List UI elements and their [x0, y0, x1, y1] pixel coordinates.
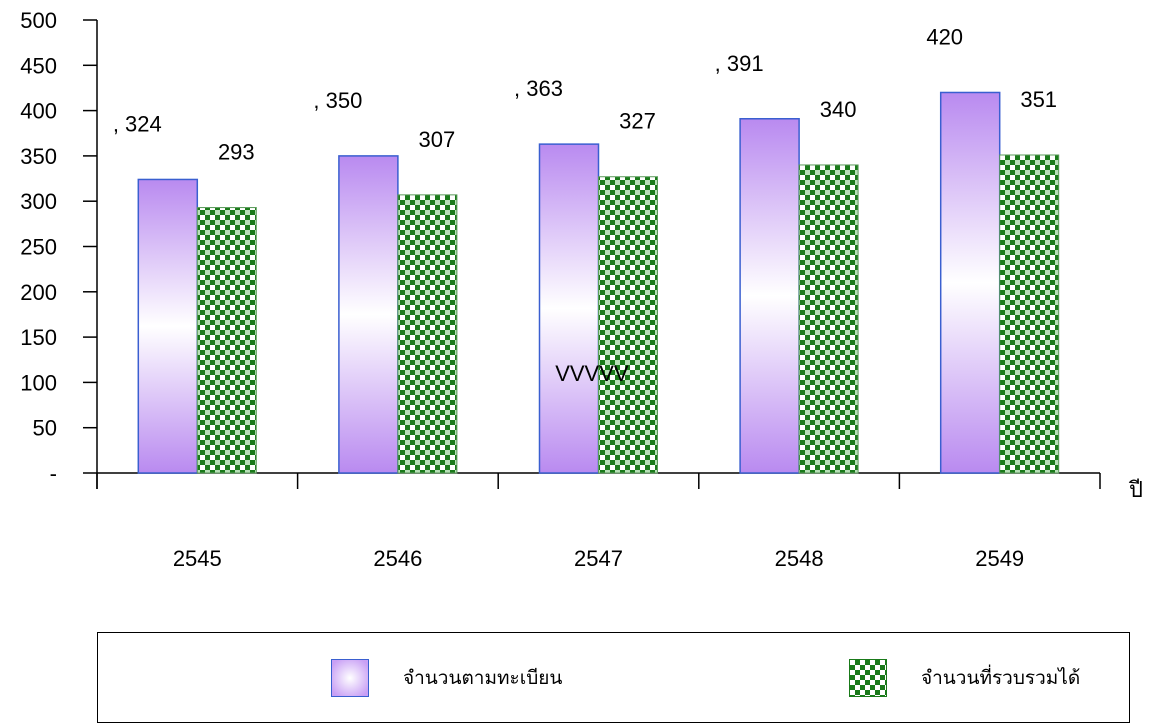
x-tick-label: 2547 [574, 546, 623, 571]
data-label-collected: 293 [218, 140, 255, 165]
bar-registered [939, 91, 1001, 474]
y-tick-label: 300 [20, 189, 57, 214]
bar-collected [397, 194, 458, 474]
data-label-registered: , 363 [514, 76, 563, 101]
data-label-collected: 340 [820, 97, 857, 122]
data-label-registered: , 324 [113, 111, 162, 136]
y-tick-label: 100 [20, 370, 57, 395]
bar-collected [598, 176, 658, 474]
y-tick-label: 350 [20, 144, 57, 169]
data-label-registered: 420 [926, 24, 963, 49]
legend-item-collected: จำนวนที่รวบรวมได้ [849, 659, 1080, 697]
legend-label-registered: จำนวนตามทะเบียน [403, 667, 563, 689]
bar-chart: - 50 100 150 200 250 300 350 400 450 500 2545 2546 25… [20, 8, 1143, 571]
bar-collected [196, 207, 257, 474]
data-label-registered: , 391 [715, 51, 764, 76]
data-label-registered: , 350 [313, 88, 362, 113]
bar-registered [739, 118, 800, 474]
legend: จำนวนตามทะเบียน จำนวนที่รวบรวมได้ [97, 632, 1130, 723]
x-axis-label: ปี [1128, 478, 1143, 503]
annotation-text: VVVVV [555, 361, 629, 386]
legend-swatch-collected [849, 659, 887, 697]
y-tick-label: 200 [20, 280, 57, 305]
y-tick-label: 500 [20, 8, 57, 33]
data-label-collected: 351 [1020, 87, 1057, 112]
data-label-collected: 327 [619, 109, 656, 134]
data-label-collected: 307 [419, 127, 456, 152]
legend-label-collected: จำนวนที่รวบรวมได้ [921, 667, 1081, 689]
x-tick-label: 2548 [775, 546, 824, 571]
bar-registered [538, 143, 600, 474]
bar-registered [137, 178, 199, 474]
bar-collected [798, 164, 859, 474]
bar-registered [338, 155, 399, 474]
y-tick-label: - [50, 461, 57, 486]
bar-collected [999, 154, 1060, 474]
y-tick-label: 450 [20, 53, 57, 78]
legend-item-registered: จำนวนตามทะเบียน [331, 659, 562, 697]
y-tick-label: 150 [20, 325, 57, 350]
y-tick-label: 400 [20, 99, 57, 124]
x-tick-label: 2546 [373, 546, 422, 571]
x-tick-label: 2549 [975, 546, 1024, 571]
y-tick-label: 250 [20, 235, 57, 260]
x-tick-label: 2545 [173, 546, 222, 571]
y-tick-label: 50 [33, 416, 57, 441]
legend-swatch-registered [331, 659, 369, 697]
